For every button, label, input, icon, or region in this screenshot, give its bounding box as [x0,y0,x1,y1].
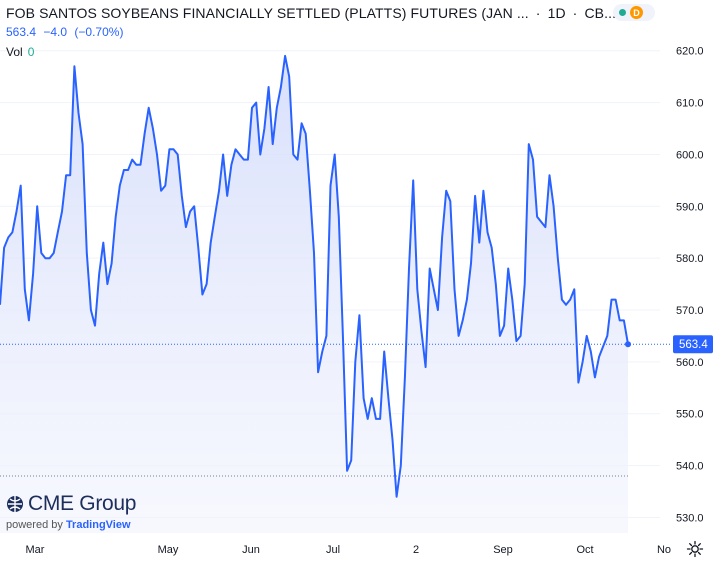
price-change: −4.0 [43,25,68,39]
y-tick-label: 530.0 [676,512,704,524]
x-tick-label: Sep [493,544,513,556]
quote-row: 563.4 −4.0 (−0.70%) [6,25,606,39]
x-tick-label: Jul [326,544,340,556]
x-tick-label: 2 [413,544,419,556]
last-price: 563.4 [6,25,37,39]
y-tick-label: 570.0 [676,305,704,317]
volume-label: Vol [6,45,23,59]
logo-text: CME Group [28,492,137,515]
interval-label[interactable]: 1D [547,5,566,21]
y-tick-label: 600.0 [676,149,704,161]
cme-globe-icon [7,496,23,512]
y-tick-label: 620.0 [676,46,704,58]
x-tick-label: May [158,544,179,556]
market-status-pill[interactable]: D [613,4,655,21]
powered-by-label: powered by [6,519,63,531]
separator-dot: · [572,5,578,21]
price-axis[interactable]: 530.0 540.0 550.0 560.0 570.0 580.0 590.0 600.0… [676,46,704,525]
y-tick-label: 580.0 [676,253,704,265]
price-area [0,55,628,534]
x-tick-label: Mar [26,544,45,556]
svg-text:563.4: 563.4 [679,339,708,351]
y-tick-label: 540.0 [676,461,704,473]
y-tick-label: 560.0 [676,357,704,369]
legend: FOB SANTOS SOYBEANS FINANCIALLY SETTLED … [6,5,616,59]
symbol-title[interactable]: FOB SANTOS SOYBEANS FINANCIALLY SETTLED … [6,5,529,21]
x-tick-label: No [657,544,671,556]
y-tick-label: 590.0 [676,201,704,213]
separator-dot: · [535,5,541,21]
last-price-label: 563.4 [673,335,713,354]
exchange-label[interactable]: CB... [584,5,617,21]
volume-row[interactable]: Vol 0 [6,45,606,59]
price-line [0,54,629,498]
time-axis[interactable]: Mar May Jun Jul 2 Sep Oct No [26,544,672,556]
symbol-title-row[interactable]: FOB SANTOS SOYBEANS FINANCIALLY SETTLED … [6,5,616,21]
tradingview-link[interactable]: TradingView [65,519,131,531]
y-tick-label: 550.0 [676,409,704,421]
green-dot-icon [619,9,626,16]
cme-logo[interactable]: CME Group powered by TradingView [6,492,136,531]
y-tick-label: 610.0 [676,98,704,110]
settings-gear-icon[interactable] [686,540,704,558]
powered-by-line[interactable]: powered by TradingView [6,519,136,531]
last-price-point [625,341,631,348]
price-change-pct: (−0.70%) [74,25,124,39]
delayed-data-badge: D [630,6,643,19]
x-tick-label: Oct [576,544,593,556]
x-tick-label: Jun [242,544,260,556]
volume-value: 0 [27,45,35,59]
